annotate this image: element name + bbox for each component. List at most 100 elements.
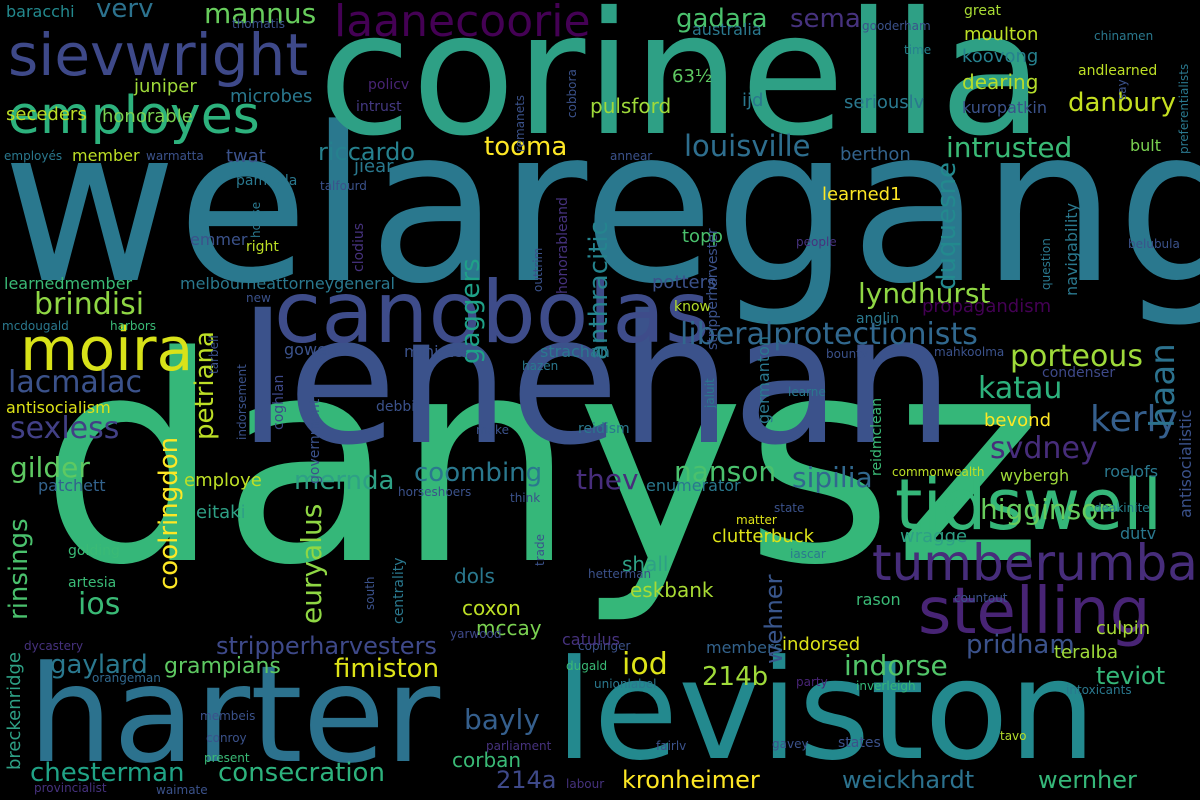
cloud-word: 63½: [672, 66, 713, 87]
cloud-word: inverleigh: [856, 679, 916, 693]
cloud-word: duquesne: [932, 162, 962, 290]
cloud-word: coombing: [414, 458, 543, 488]
cloud-word: south: [363, 576, 377, 610]
cloud-word: euryalus: [295, 503, 328, 624]
cloud-word: thev: [576, 463, 639, 496]
cloud-word: time: [904, 43, 932, 57]
cloud-word: emmer: [190, 230, 248, 249]
cloud-word: commonwealth: [892, 465, 985, 479]
cloud-word: microbes: [230, 86, 313, 107]
cloud-word: tavo: [1000, 729, 1027, 743]
cloud-word: baracchi: [6, 2, 75, 21]
cloud-word: kuropatkin: [962, 98, 1048, 117]
cloud-word: bult: [1130, 136, 1162, 155]
cloud-word: dugald: [566, 659, 608, 673]
cloud-word: debbil: [376, 399, 420, 415]
cloud-word: chesterman: [30, 758, 185, 788]
cloud-word: topp: [682, 226, 723, 247]
cloud-word: employés: [4, 149, 63, 163]
cloud-word: countout: [954, 591, 1008, 605]
cloud-word: antisocialistic: [1176, 409, 1195, 518]
cloud-word: shall: [622, 552, 669, 576]
cloud-word: new: [246, 291, 271, 305]
cloud-word: catulus: [562, 630, 620, 649]
cloud-word: members: [706, 638, 782, 657]
cloud-word: jiear: [354, 156, 394, 177]
cloud-word: honorableand: [555, 197, 571, 294]
cloud-word: harbors: [110, 319, 157, 333]
cloud-word: leviston: [555, 630, 1097, 791]
cloud-word: andlearned: [1078, 63, 1158, 79]
cloud-word: hetterman: [588, 567, 652, 581]
cloud-word: teviot: [1096, 662, 1166, 690]
cloud-word: higginson: [980, 493, 1117, 526]
cloud-word: policv: [368, 77, 410, 93]
cloud-word: golding: [68, 543, 120, 559]
cloud-word: eitaki: [196, 502, 246, 523]
cloud-word: lenehan: [238, 277, 954, 484]
cloud-word: sema: [790, 4, 861, 34]
cloud-word: centrality: [391, 557, 407, 624]
cloud-word: pulsford: [590, 94, 672, 118]
cloud-word: waimate: [156, 783, 208, 797]
cloud-word: gavey: [772, 737, 809, 751]
cloud-word: fairlv: [656, 739, 687, 753]
cloud-word: membeis: [200, 709, 256, 723]
cloud-word: thomatis: [232, 17, 285, 31]
cloud-word: clutterbuck: [712, 526, 815, 547]
cloud-word: think: [510, 491, 541, 505]
cloud-word: eskbank: [630, 578, 714, 602]
cloud-word: 214a: [496, 766, 557, 794]
cloud-word: 214b: [702, 662, 769, 692]
cloud-word: welaregang: [2, 82, 1200, 331]
cloud-word: learne: [788, 385, 826, 399]
cloud-word: patchett: [38, 476, 106, 495]
cloud-word: danysz: [40, 296, 1043, 628]
cloud-word: state: [774, 501, 805, 515]
cloud-word: trade: [533, 534, 547, 566]
cloud-word: dols: [454, 564, 495, 588]
cloud-word: stripperharvester: [705, 228, 721, 350]
cloud-word: reidmclean: [869, 397, 885, 476]
cloud-word: employe: [184, 470, 262, 491]
cloud-word: minister: [404, 342, 470, 361]
cloud-word: talfourd: [320, 179, 367, 193]
cloud-word: chinamen: [1094, 29, 1154, 43]
cloud-word: intoxicants: [1066, 683, 1132, 697]
cloud-word: matter: [736, 513, 777, 527]
cloud-word: lyndhurst: [858, 277, 991, 310]
cloud-word: mcdougald: [2, 319, 69, 333]
cloud-word: horseshoers: [398, 485, 472, 499]
cloud-word: breckenridge: [4, 652, 25, 770]
cloud-word: sexless: [10, 411, 120, 446]
cloud-word: bayly: [464, 703, 540, 736]
cloud-word: moira: [20, 315, 194, 385]
cloud-word: right: [246, 239, 279, 255]
cloud-word: remanets: [513, 94, 527, 152]
cloud-word: coghlan: [271, 374, 287, 430]
cloud-word: kerly: [1090, 399, 1178, 440]
cloud-word: navigability: [1062, 202, 1081, 296]
cloud-word: mccay: [476, 616, 542, 640]
cloud-word: iod: [622, 647, 668, 682]
cloud-word: artesia: [68, 575, 117, 591]
cloud-word: melbourneattorneygeneral: [180, 274, 395, 293]
cloud-word: government: [307, 398, 323, 484]
cloud-word: corban: [452, 748, 522, 772]
cloud-word: laanecoorie: [334, 0, 591, 47]
cloud-word: bountv: [826, 347, 868, 361]
cloud-word: annear: [610, 149, 653, 163]
cloud-word: gooderham: [862, 19, 931, 33]
cloud-word: present: [204, 751, 250, 765]
cloud-word: gowen: [284, 340, 338, 359]
cloud-word: culpin: [1096, 618, 1151, 639]
cloud-word: dutv: [1120, 524, 1157, 543]
cloud-word: anthracitic: [584, 221, 614, 360]
cloud-word: strachan: [540, 342, 610, 361]
cloud-word: katau: [978, 371, 1063, 406]
cloud-word: bevond: [984, 410, 1051, 431]
cloud-word: states: [838, 735, 881, 751]
cloud-word: mahkoolma: [934, 345, 1005, 359]
cloud-word: great: [964, 3, 1002, 19]
cloud-word: verv: [96, 0, 154, 24]
